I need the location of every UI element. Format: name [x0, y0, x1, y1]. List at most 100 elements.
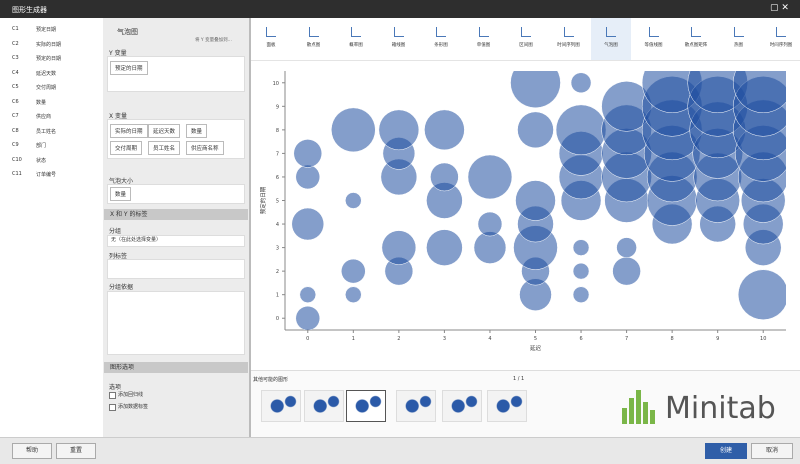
bubble: [291, 207, 325, 241]
labels-drop[interactable]: [107, 259, 245, 279]
variable-name[interactable]: 部门: [36, 143, 47, 149]
tool-label[interactable]: 气泡图: [604, 43, 618, 48]
checkbox[interactable]: [109, 404, 116, 411]
variable-chip[interactable]: 数量: [110, 187, 132, 201]
variable-id[interactable]: C6: [12, 98, 19, 105]
thumbnail[interactable]: [396, 390, 436, 422]
tool-icon[interactable]: [733, 27, 744, 37]
bubble: [426, 229, 463, 266]
tool-label[interactable]: 条形图: [434, 43, 448, 48]
variable-chip[interactable]: 员工姓名: [148, 141, 181, 155]
bubble: [295, 164, 321, 190]
order-label: 分组依据: [109, 284, 134, 291]
y-tick-label: 6: [276, 175, 279, 181]
help-button[interactable]: 帮助: [12, 443, 52, 459]
variable-name[interactable]: 延迟天数: [36, 70, 57, 77]
group-select[interactable]: 无（在此处选择变量）: [107, 235, 245, 247]
thumbnail[interactable]: [442, 390, 482, 422]
tool-icon[interactable]: [351, 27, 361, 37]
variable-chip[interactable]: 交付周期: [110, 141, 143, 155]
x-tick-label: 5: [534, 336, 537, 342]
variable-name[interactable]: 实际的日期: [36, 41, 62, 48]
section-header[interactable]: X 和 Y 的标签: [104, 209, 248, 220]
tool-label[interactable]: 时间序列图: [557, 43, 580, 48]
checkbox[interactable]: [109, 392, 116, 399]
section-header[interactable]: 图形选项: [104, 362, 248, 373]
pager[interactable]: 1 / 1: [513, 376, 525, 382]
size-drop[interactable]: [107, 184, 245, 204]
variable-id[interactable]: C1: [12, 26, 19, 32]
variable-name[interactable]: 订单编号: [36, 172, 57, 178]
variable-id[interactable]: C7: [12, 113, 19, 119]
variable-chip[interactable]: 延迟天数: [148, 124, 181, 138]
y-axis-label: 预定的日期: [259, 186, 267, 214]
variable-id[interactable]: C3: [12, 55, 19, 61]
variable-name[interactable]: 交付周期: [36, 85, 57, 91]
tool-label[interactable]: 热图: [734, 43, 743, 48]
tool-label[interactable]: 区间图: [519, 43, 533, 48]
panel-link[interactable]: 将 Y 变量叠加到...: [195, 38, 232, 43]
thumbnail[interactable]: [346, 390, 386, 422]
tool-label[interactable]: 时间序列图: [769, 43, 793, 48]
window-controls[interactable]: ▢ ✕: [770, 3, 789, 13]
variable-id[interactable]: C9: [12, 142, 19, 148]
tool-label[interactable]: 面板: [266, 43, 276, 48]
tool-label[interactable]: 等值线图: [644, 43, 663, 48]
title-bar: 图形生成器 ▢ ✕: [0, 0, 800, 18]
tool-icon[interactable]: [308, 27, 319, 37]
thumbnail[interactable]: [261, 390, 301, 422]
variable-name[interactable]: 数量: [36, 99, 47, 106]
tool-label[interactable]: 单值图: [476, 43, 491, 48]
checkbox-label: 添加回归线: [118, 392, 144, 398]
brand: Minitab: [665, 391, 776, 426]
x-axis-label: 延迟: [530, 344, 542, 352]
bubble: [572, 262, 590, 280]
variable-id[interactable]: C4: [12, 69, 19, 76]
variable-id[interactable]: C2: [12, 40, 19, 47]
variable-id[interactable]: C5: [12, 84, 19, 90]
bubble: [345, 192, 362, 209]
tool-icon[interactable]: [266, 27, 276, 37]
bubble: [477, 211, 503, 237]
order-drop[interactable]: [107, 291, 245, 355]
variable-name[interactable]: 员工姓名: [36, 128, 57, 135]
tool-label[interactable]: 散点图: [306, 43, 321, 48]
tool-icon[interactable]: [393, 27, 404, 37]
variable-id[interactable]: C10: [12, 156, 22, 163]
tool-icon[interactable]: [648, 27, 659, 37]
variable-chip[interactable]: 预定的日期: [110, 61, 148, 75]
variable-chip[interactable]: 供应商名称: [186, 141, 224, 155]
tool-icon[interactable]: [776, 27, 786, 37]
bubble: [467, 154, 513, 200]
variable-chip[interactable]: 数量: [186, 124, 208, 138]
variable-name[interactable]: 预定的日期: [36, 56, 62, 62]
variable-name[interactable]: 状态: [36, 157, 47, 164]
variable-id[interactable]: C8: [12, 127, 19, 134]
tool-label[interactable]: 箱线图: [391, 43, 406, 48]
cancel-button[interactable]: 取消: [751, 443, 793, 459]
bubble: [572, 286, 590, 303]
reset-button[interactable]: 重置: [56, 443, 96, 459]
bubble: [473, 231, 507, 264]
y-tick-label: 1: [276, 293, 279, 299]
x-tick-label: 2: [397, 336, 400, 342]
variable-id[interactable]: C11: [12, 171, 22, 177]
variable-chip[interactable]: 实际的日期: [110, 124, 148, 138]
tool-label[interactable]: 概率图: [349, 43, 363, 48]
thumbnail[interactable]: [304, 390, 344, 422]
options-label: 选项: [109, 384, 122, 391]
tool-icon[interactable]: [691, 27, 701, 37]
tool-icon[interactable]: [563, 27, 574, 37]
size-label: 气泡大小: [109, 178, 134, 185]
create-button[interactable]: 创建: [705, 443, 747, 459]
tool-label[interactable]: 散点图矩阵: [684, 43, 708, 48]
tool-icon[interactable]: [606, 27, 616, 37]
bubble: [381, 230, 417, 265]
variable-name[interactable]: 供应商: [36, 114, 52, 120]
tool-icon[interactable]: [478, 27, 489, 37]
tool-icon[interactable]: [436, 27, 446, 37]
tool-icon[interactable]: [521, 27, 531, 37]
variable-name[interactable]: 预定日期: [36, 27, 57, 33]
thumbnail[interactable]: [487, 390, 527, 422]
y-label: Y 变量: [109, 50, 127, 57]
